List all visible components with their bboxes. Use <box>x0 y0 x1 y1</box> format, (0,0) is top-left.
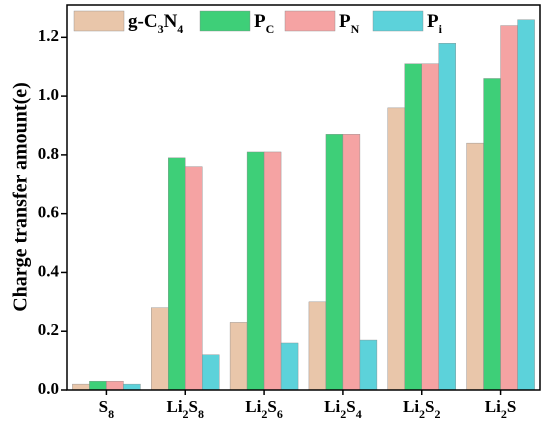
y-tick-label: 0.0 <box>38 379 59 398</box>
bar <box>151 307 169 391</box>
bar <box>72 383 90 391</box>
legend-swatch <box>372 10 424 32</box>
bar <box>387 107 405 391</box>
y-tick-label: 0.2 <box>38 320 59 339</box>
bar <box>438 43 456 391</box>
legend-swatch <box>199 10 251 32</box>
bar <box>483 78 501 391</box>
bar <box>106 380 124 391</box>
bar <box>89 380 107 391</box>
bar <box>168 157 186 391</box>
bar <box>185 166 203 391</box>
x-tick-label: S8 <box>99 397 114 421</box>
legend-label: g-C3N4 <box>128 11 183 35</box>
bar <box>404 63 422 391</box>
legend-label: PN <box>339 11 360 35</box>
plot-frame <box>66 4 541 391</box>
y-axis-label: Charge transfer amount(e) <box>10 82 32 312</box>
bar <box>325 134 344 391</box>
legend-swatch <box>284 10 336 32</box>
bar <box>202 354 220 391</box>
legend-label: PC <box>254 11 274 35</box>
y-tick-label: 0.4 <box>38 261 60 280</box>
bar <box>466 142 484 391</box>
y-tick-label: 1.2 <box>38 26 59 45</box>
bar <box>280 342 299 391</box>
bar <box>123 383 141 391</box>
bar <box>342 134 361 391</box>
x-tick-label: Li2S4 <box>324 397 362 421</box>
bar <box>229 322 248 391</box>
y-tick-label: 1.0 <box>38 85 59 104</box>
bar <box>246 151 265 391</box>
x-tick-label: Li2S2 <box>403 397 441 421</box>
y-tick-label: 0.6 <box>38 203 59 222</box>
bar <box>263 151 282 391</box>
bar <box>359 339 378 391</box>
bar <box>500 25 518 391</box>
legend-swatch <box>73 10 125 32</box>
bar <box>421 63 439 391</box>
y-tick-label: 0.8 <box>38 144 59 163</box>
x-tick-label: Li2S <box>485 397 517 421</box>
bar <box>308 301 327 391</box>
x-tick-label: Li2S8 <box>166 397 204 421</box>
bar <box>517 19 535 391</box>
x-tick-label: Li2S6 <box>245 397 283 421</box>
legend-label: Pi <box>427 11 443 35</box>
